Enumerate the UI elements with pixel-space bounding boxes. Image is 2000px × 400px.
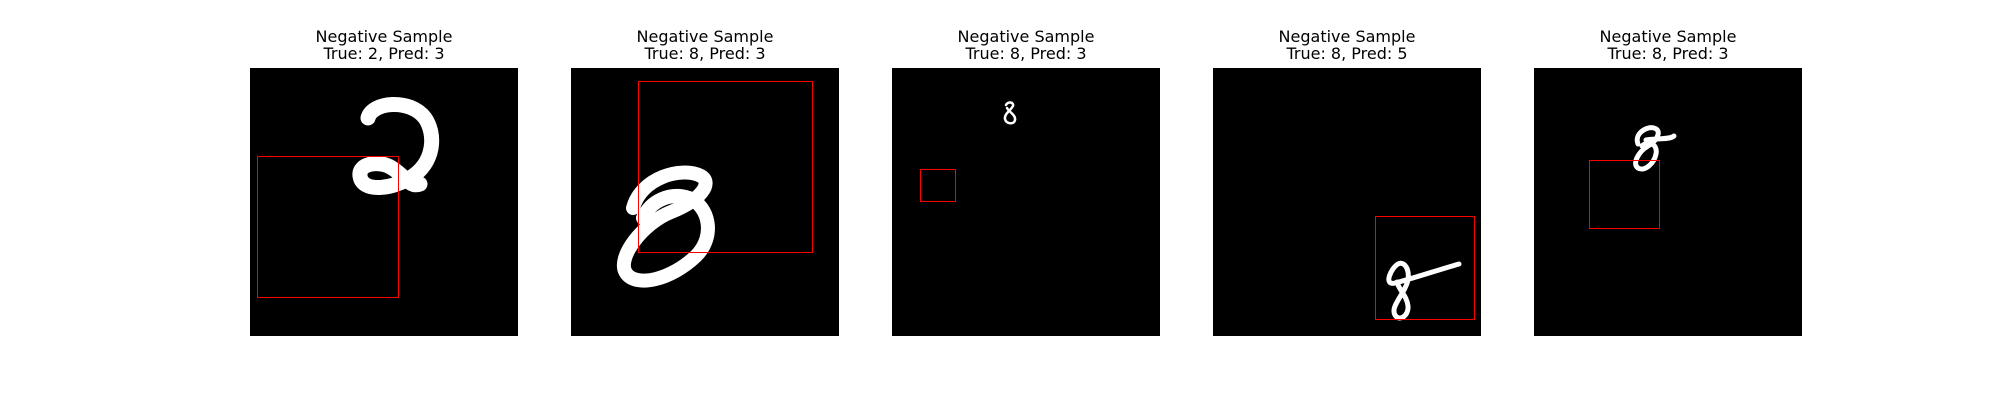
sample-panel-3: Negative Sample True: 8, Pred: 3	[892, 0, 1160, 400]
digit-eight-drawing	[1633, 125, 1677, 172]
digit-eight-drawing	[1386, 260, 1462, 321]
digit-image	[892, 68, 1160, 336]
panel-title-line: Negative Sample	[636, 27, 774, 46]
bounding-box	[257, 156, 399, 298]
panel-title-line: Negative Sample	[957, 27, 1095, 46]
sample-panel-4: Negative Sample True: 8, Pred: 5	[1213, 0, 1481, 400]
panel-title-line: Negative Sample	[1599, 27, 1737, 46]
bounding-box	[920, 169, 956, 202]
panel-subtitle-line: True: 8, Pred: 3	[965, 44, 1087, 63]
digit-image	[250, 68, 518, 336]
panel-title: Negative Sample True: 8, Pred: 5	[1173, 28, 1521, 62]
digit-eight-drawing	[617, 165, 715, 288]
digit-image	[1213, 68, 1481, 336]
panel-title: Negative Sample True: 8, Pred: 3	[531, 28, 879, 62]
panel-subtitle-line: True: 8, Pred: 5	[1286, 44, 1408, 63]
digit-image	[571, 68, 839, 336]
panel-subtitle-line: True: 8, Pred: 3	[1607, 44, 1729, 63]
panel-title-line: Negative Sample	[1278, 27, 1416, 46]
digit-image	[1534, 68, 1802, 336]
bounding-box	[1375, 216, 1475, 320]
bounding-box	[1589, 160, 1660, 229]
sample-panel-1: Negative Sample True: 2, Pred: 3	[250, 0, 518, 400]
panel-subtitle-line: True: 8, Pred: 3	[644, 44, 766, 63]
sample-panel-5: Negative Sample True: 8, Pred: 3	[1534, 0, 1802, 400]
bounding-box	[638, 81, 813, 253]
sample-panel-2: Negative Sample True: 8, Pred: 3	[571, 0, 839, 400]
digit-eight-drawing	[1003, 101, 1017, 125]
digit-two-drawing	[352, 97, 440, 195]
panel-title: Negative Sample True: 8, Pred: 3	[852, 28, 1200, 62]
panel-title: Negative Sample True: 2, Pred: 3	[210, 28, 558, 62]
panel-title-line: Negative Sample	[315, 27, 453, 46]
panel-subtitle-line: True: 2, Pred: 3	[323, 44, 445, 63]
panel-title: Negative Sample True: 8, Pred: 3	[1494, 28, 1842, 62]
